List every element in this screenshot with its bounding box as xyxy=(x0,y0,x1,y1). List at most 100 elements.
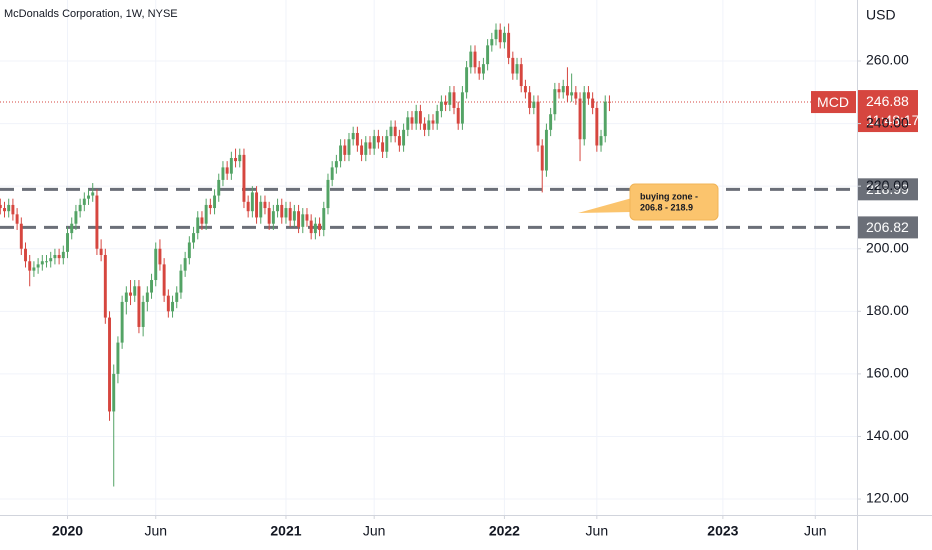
callout-box xyxy=(629,183,719,221)
candle-body xyxy=(271,211,275,224)
candle-body xyxy=(53,254,57,259)
candle-body xyxy=(255,192,259,218)
candle-body xyxy=(61,251,65,259)
candle-body xyxy=(116,342,120,374)
candle-body xyxy=(154,248,158,281)
candle-body xyxy=(502,32,506,43)
candle-body xyxy=(465,67,469,93)
candle-body xyxy=(330,167,334,180)
candle-body xyxy=(498,29,502,43)
candle-body xyxy=(292,211,296,221)
x-tick-label: Jun xyxy=(804,523,827,539)
candle-body xyxy=(444,101,448,105)
candle-body xyxy=(91,192,95,196)
candle-body xyxy=(414,111,418,124)
y-tick-label: 200.00 xyxy=(866,239,909,255)
candle-body xyxy=(435,111,439,124)
candle-body xyxy=(166,295,170,312)
price-tag xyxy=(858,90,918,133)
candle-body xyxy=(250,192,254,212)
candle-body xyxy=(0,204,2,209)
candle-body xyxy=(351,132,355,140)
candle-body xyxy=(124,292,128,302)
candle-body xyxy=(49,258,53,262)
x-tick-label: Jun xyxy=(586,523,609,539)
candle-body xyxy=(557,89,561,93)
candle-body xyxy=(406,117,410,130)
candle-body xyxy=(45,261,48,263)
candle-body xyxy=(137,286,141,327)
candle-body xyxy=(410,117,414,124)
candle-body xyxy=(87,195,90,199)
candle-body xyxy=(32,267,36,271)
candle-body xyxy=(607,101,611,103)
candle-body xyxy=(322,208,326,230)
candle-body xyxy=(263,201,267,209)
candle-body xyxy=(347,139,351,155)
candle-body xyxy=(242,154,246,202)
candle-body xyxy=(221,167,225,180)
candle-body xyxy=(175,292,179,302)
candle-body xyxy=(423,123,427,130)
candle-body xyxy=(196,217,200,234)
callout-text: 206.8 - 218.9 xyxy=(640,202,693,212)
symbol-tag-label: MCD xyxy=(817,94,849,110)
candle-body xyxy=(7,204,11,212)
x-tick-label: Jun xyxy=(363,523,386,539)
candle-body xyxy=(477,67,481,74)
candle-body xyxy=(141,301,145,327)
price-tag-label: 246.88 xyxy=(866,93,909,109)
candle-body xyxy=(288,208,292,221)
candle-body xyxy=(133,286,137,296)
x-tick-label: 2020 xyxy=(52,523,83,539)
candle-body xyxy=(318,223,322,230)
candle-body xyxy=(494,29,498,40)
candle-body xyxy=(439,101,443,112)
x-tick-label: 2021 xyxy=(270,523,301,539)
level-tag xyxy=(858,178,918,201)
callout-pointer xyxy=(578,198,632,213)
candle-body xyxy=(192,233,196,243)
candle-body xyxy=(305,214,309,221)
candle-body xyxy=(360,145,364,155)
candle-body xyxy=(95,195,99,249)
candles xyxy=(0,23,611,487)
candle-body xyxy=(183,258,187,271)
candle-body xyxy=(78,204,82,212)
y-tick-label: 240.00 xyxy=(866,114,909,130)
x-tick-label: 2023 xyxy=(707,523,738,539)
candle-body xyxy=(11,204,15,215)
candle-body xyxy=(40,261,44,265)
candle-body xyxy=(225,167,229,174)
candle-body xyxy=(603,101,607,137)
candle-body xyxy=(544,129,548,171)
candle-body xyxy=(339,145,343,162)
candle-body xyxy=(99,248,103,255)
candle-body xyxy=(334,161,338,168)
candle-body xyxy=(389,126,393,137)
candle-body xyxy=(582,92,586,140)
x-tick-label: Jun xyxy=(144,523,167,539)
candle-body xyxy=(179,270,183,293)
candle-body xyxy=(427,120,431,130)
candle-body xyxy=(108,317,111,412)
candle-body xyxy=(528,92,532,108)
currency-label: USD xyxy=(866,7,896,23)
candle-body xyxy=(469,51,473,68)
y-tick-label: 180.00 xyxy=(866,302,909,318)
candle-body xyxy=(238,154,242,162)
candle-body xyxy=(208,204,212,209)
axes: 120.00 140.00 160.00 180.00 200.00 220.00 240.… xyxy=(52,52,909,539)
candle-body xyxy=(565,86,569,96)
candle-body xyxy=(574,92,578,99)
level-tag-label: 206.82 xyxy=(866,219,909,235)
symbol-tag xyxy=(811,91,856,114)
chart-title: McDonalds Corporation, 1W, NYSE xyxy=(4,8,178,20)
candle-body xyxy=(355,132,359,146)
candle-body xyxy=(28,261,32,271)
candle-body xyxy=(103,254,107,318)
candle-body xyxy=(393,126,397,137)
candle-body xyxy=(515,64,519,74)
candle-body xyxy=(364,142,368,155)
candle-body xyxy=(418,111,422,124)
